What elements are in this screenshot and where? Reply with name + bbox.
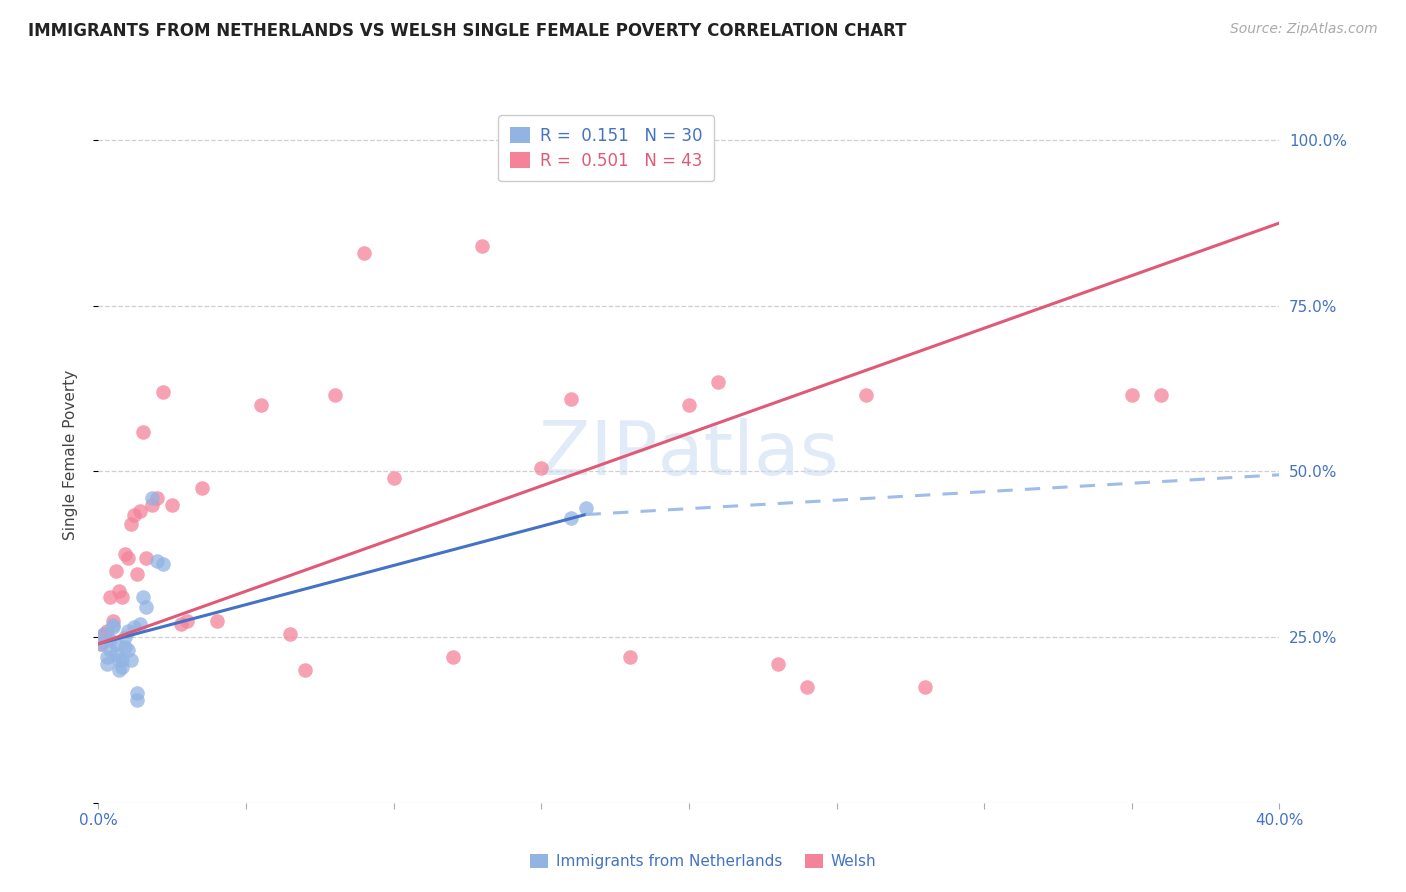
Point — [114, 547, 136, 561]
Point — [122, 620, 145, 634]
Point — [323, 388, 346, 402]
Point — [98, 591, 121, 605]
Point — [122, 508, 145, 522]
Point — [678, 398, 700, 412]
Point — [105, 564, 128, 578]
Point — [117, 624, 139, 638]
Point — [103, 614, 125, 628]
Point — [108, 663, 131, 677]
Point — [108, 583, 131, 598]
Point — [117, 643, 139, 657]
Point — [141, 498, 163, 512]
Point — [103, 618, 125, 632]
Point — [766, 657, 789, 671]
Y-axis label: Single Female Poverty: Single Female Poverty — [63, 370, 77, 540]
Legend: Immigrants from Netherlands, Welsh: Immigrants from Netherlands, Welsh — [523, 848, 883, 875]
Point — [125, 567, 148, 582]
Point — [152, 384, 174, 399]
Point — [105, 647, 128, 661]
Point — [120, 517, 142, 532]
Point — [1150, 388, 1173, 402]
Point — [855, 388, 877, 402]
Point — [530, 461, 553, 475]
Point — [191, 481, 214, 495]
Point — [707, 375, 730, 389]
Point — [170, 616, 193, 631]
Point — [560, 392, 582, 406]
Point — [441, 650, 464, 665]
Point — [278, 627, 302, 641]
Point — [111, 660, 134, 674]
Point — [98, 633, 121, 648]
Point — [152, 558, 174, 572]
Point — [176, 614, 198, 628]
Point — [105, 637, 128, 651]
Text: Source: ZipAtlas.com: Source: ZipAtlas.com — [1230, 22, 1378, 37]
Point — [382, 471, 405, 485]
Point — [111, 591, 134, 605]
Point — [353, 245, 375, 260]
Point — [162, 498, 183, 512]
Point — [111, 653, 134, 667]
Point — [128, 504, 150, 518]
Point — [125, 686, 148, 700]
Point — [90, 637, 112, 651]
Point — [96, 624, 118, 638]
Point — [471, 239, 494, 253]
Point — [98, 643, 121, 657]
Point — [108, 653, 131, 667]
Legend: R =  0.151   N = 30, R =  0.501   N = 43: R = 0.151 N = 30, R = 0.501 N = 43 — [498, 115, 714, 181]
Point — [796, 680, 818, 694]
Point — [1121, 388, 1143, 402]
Text: ZIP​atlas: ZIP​atlas — [538, 418, 839, 491]
Point — [914, 680, 936, 694]
Point — [128, 616, 150, 631]
Point — [103, 620, 125, 634]
Point — [135, 600, 157, 615]
Point — [294, 663, 316, 677]
Point — [114, 640, 136, 654]
Point — [146, 554, 169, 568]
Point — [96, 650, 118, 665]
Point — [141, 491, 163, 505]
Point — [120, 653, 142, 667]
Point — [560, 511, 582, 525]
Point — [619, 650, 641, 665]
Point — [96, 657, 118, 671]
Point — [114, 630, 136, 644]
Point — [135, 550, 157, 565]
Point — [117, 550, 139, 565]
Point — [250, 398, 273, 412]
Point — [574, 500, 596, 515]
Point — [146, 491, 169, 505]
Point — [132, 425, 155, 439]
Point — [90, 637, 112, 651]
Point — [93, 627, 115, 641]
Point — [132, 591, 155, 605]
Point — [125, 693, 148, 707]
Point — [93, 627, 115, 641]
Text: IMMIGRANTS FROM NETHERLANDS VS WELSH SINGLE FEMALE POVERTY CORRELATION CHART: IMMIGRANTS FROM NETHERLANDS VS WELSH SIN… — [28, 22, 907, 40]
Point — [205, 614, 228, 628]
